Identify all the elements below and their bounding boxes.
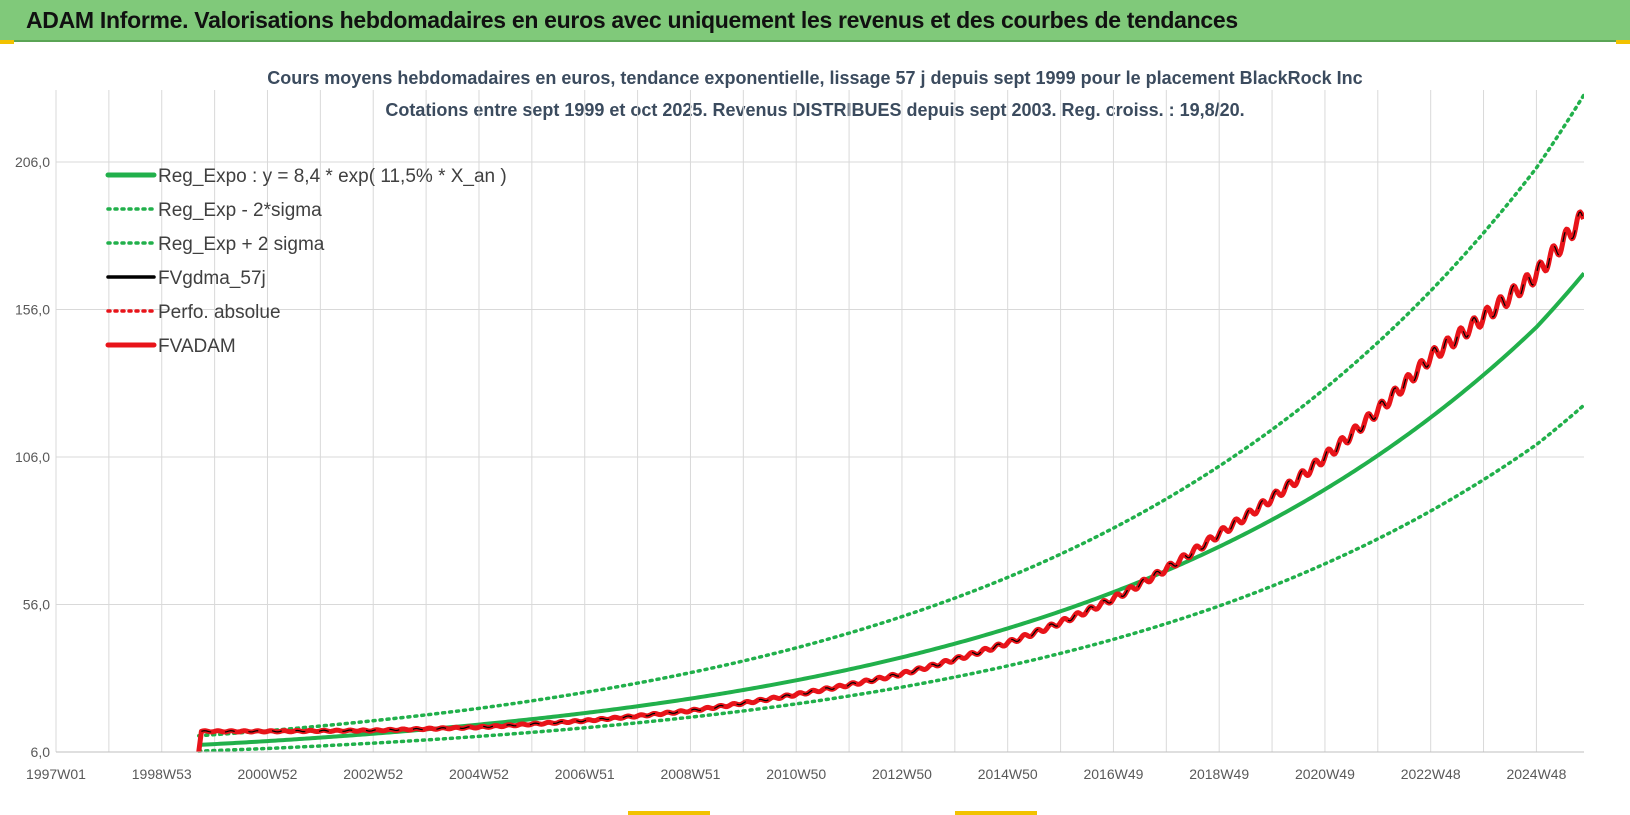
x-tick-label: 2024W48 (1506, 766, 1566, 782)
x-tick-label: 2014W50 (978, 766, 1038, 782)
x-tick-label: 2002W52 (343, 766, 403, 782)
series-layer (196, 92, 1584, 753)
x-tick-label: 2008W51 (660, 766, 720, 782)
x-tick-label: 2000W52 (238, 766, 298, 782)
series-reg-exp-minus-2sigma (197, 403, 1584, 753)
corner-mark-top-left (0, 40, 14, 44)
corner-mark-bottom-left (628, 811, 710, 815)
corner-mark-bottom-right (955, 811, 1037, 815)
y-tick-label: 56,0 (23, 597, 50, 613)
corner-mark-top-right (1616, 40, 1630, 44)
x-tick-label: 2016W49 (1083, 766, 1143, 782)
chart-title-line-1: Cours moyens hebdomadaires en euros, ten… (267, 68, 1363, 88)
x-tick-label: 1997W01 (26, 766, 86, 782)
x-tick-label: 2004W52 (449, 766, 509, 782)
legend-label: Reg_Exp - 2*sigma (158, 200, 322, 221)
y-tick-label: 106,0 (15, 449, 50, 465)
x-tick-label: 1998W53 (132, 766, 192, 782)
legend-label: Reg_Expo : y = 8,4 * exp( 11,5% * X_an ) (158, 166, 507, 187)
legend-label: FVgdma_57j (158, 268, 266, 289)
x-tick-label: 2010W50 (766, 766, 826, 782)
chart-title-line-2: Cotations entre sept 1999 et oct 2025. R… (385, 100, 1245, 120)
legend-label: FVADAM (158, 336, 236, 357)
x-tick-label: 2012W50 (872, 766, 932, 782)
x-tick-label: 2018W49 (1189, 766, 1249, 782)
legend: Reg_Expo : y = 8,4 * exp( 11,5% * X_an )… (105, 166, 507, 357)
axis-layer: 6,0 56,0 106,0 156,0 206,0 1997W01 1998W53 2000… (15, 154, 1584, 782)
series-fvadam (196, 209, 1584, 753)
legend-label: Perfo. absolue (158, 302, 281, 323)
series-reg-exp-plus-2sigma (197, 92, 1584, 738)
legend-label: Reg_Exp + 2 sigma (158, 234, 325, 255)
x-tick-label: 2020W49 (1295, 766, 1355, 782)
banner-title: ADAM Informe. Valorisations hebdomadaire… (26, 7, 1238, 33)
header-banner: ADAM Informe. Valorisations hebdomadaire… (0, 0, 1630, 42)
y-tick-label: 156,0 (15, 302, 50, 318)
x-tick-label: 2006W51 (555, 766, 615, 782)
x-tick-label: 2022W48 (1401, 766, 1461, 782)
grid-lines (55, 90, 1584, 753)
y-tick-label: 206,0 (15, 154, 50, 170)
series-fvgdma-57j (201, 211, 1584, 733)
y-tick-label: 6,0 (31, 744, 51, 760)
